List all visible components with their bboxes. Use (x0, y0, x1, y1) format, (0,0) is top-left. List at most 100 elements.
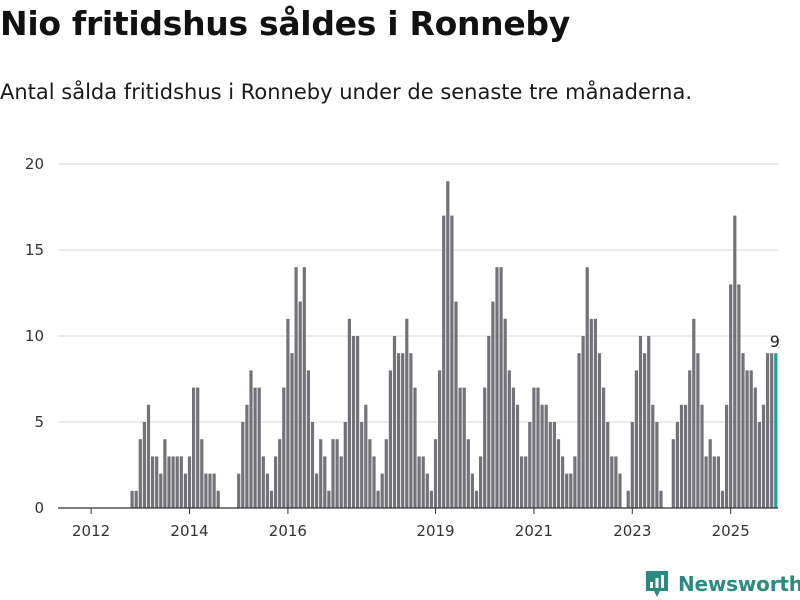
bar (602, 387, 606, 508)
bar (725, 404, 729, 508)
bar (146, 404, 151, 508)
y-tick-label: 10 (25, 327, 44, 345)
bar (388, 370, 392, 508)
bar (766, 353, 770, 508)
newsworthy-logo-text: Newsworthy (678, 572, 800, 596)
bar (212, 473, 216, 508)
bar (573, 456, 577, 508)
bar (368, 439, 372, 508)
bar (425, 473, 429, 508)
bar (130, 490, 134, 508)
bar (327, 490, 331, 508)
bar (651, 404, 655, 508)
bar (532, 387, 536, 508)
bar (679, 404, 684, 508)
bar (253, 387, 257, 508)
bar (401, 353, 405, 508)
bar (196, 387, 200, 508)
bar (163, 439, 167, 508)
bar (528, 422, 532, 508)
bar (151, 456, 155, 508)
bar (200, 439, 204, 508)
bar (413, 387, 417, 508)
bar (515, 404, 520, 508)
bar (520, 456, 524, 508)
x-tick-label: 2025 (712, 522, 750, 540)
bar (741, 353, 745, 508)
bar (438, 370, 442, 508)
bar (450, 215, 454, 508)
bar (372, 456, 376, 508)
bar (138, 439, 142, 508)
bar (159, 473, 163, 508)
x-tick-label: 2012 (72, 522, 110, 540)
bar (737, 284, 741, 508)
bar (495, 267, 499, 508)
bar (479, 456, 483, 508)
bar (167, 456, 171, 508)
bar (745, 370, 749, 508)
bar (626, 490, 630, 508)
bar (142, 422, 146, 508)
bar (655, 422, 659, 508)
bar (638, 336, 643, 508)
bar (561, 456, 565, 508)
bar (770, 353, 774, 508)
bar (343, 422, 347, 508)
bar (569, 473, 573, 508)
bar (487, 336, 491, 508)
bar (208, 473, 212, 508)
bar (712, 456, 716, 508)
bar (364, 404, 368, 508)
bar (442, 215, 446, 508)
y-tick-label: 15 (25, 241, 44, 259)
bar (397, 353, 401, 508)
bar (298, 301, 302, 508)
bar (716, 456, 720, 508)
bar (282, 387, 286, 508)
bar-latest (774, 353, 778, 508)
bar (179, 456, 183, 508)
y-tick-label: 20 (25, 155, 44, 173)
bar (618, 473, 622, 508)
bar (483, 387, 487, 508)
bar (249, 370, 253, 508)
bar (392, 336, 397, 508)
chart-title: Nio fritidshus såldes i Ronneby (0, 4, 570, 43)
x-tick-label: 2021 (515, 522, 553, 540)
x-tick-label: 2014 (170, 522, 208, 540)
bar (675, 422, 679, 508)
bar (556, 439, 561, 508)
bar (536, 387, 540, 508)
bar (216, 490, 220, 508)
bar (540, 404, 544, 508)
bar (470, 473, 474, 508)
chart-subtitle: Antal sålda fritidshus i Ronneby under d… (0, 80, 693, 104)
bar (474, 490, 479, 508)
bar (134, 490, 138, 508)
bar (733, 215, 737, 508)
bar (454, 301, 458, 508)
bar (458, 387, 462, 508)
bar (183, 473, 187, 508)
bar (749, 370, 753, 508)
bar (462, 387, 466, 508)
bar (643, 353, 647, 508)
bar (634, 370, 638, 508)
bar (306, 370, 310, 508)
data-label-latest: 9 (770, 332, 780, 351)
bar (339, 456, 343, 508)
bar (376, 490, 380, 508)
bar (466, 439, 470, 508)
bar (187, 456, 192, 508)
bar (507, 370, 511, 508)
bar (753, 387, 757, 508)
bar (155, 456, 159, 508)
bar (565, 473, 569, 508)
bar (503, 318, 507, 508)
bar (704, 456, 708, 508)
bar (585, 267, 589, 508)
bar-chart: 0 5 10 15 20 2012 2014 2016 2019 2021 2023 2025 9 (25, 155, 780, 540)
bar (544, 404, 548, 508)
bar (597, 353, 602, 508)
